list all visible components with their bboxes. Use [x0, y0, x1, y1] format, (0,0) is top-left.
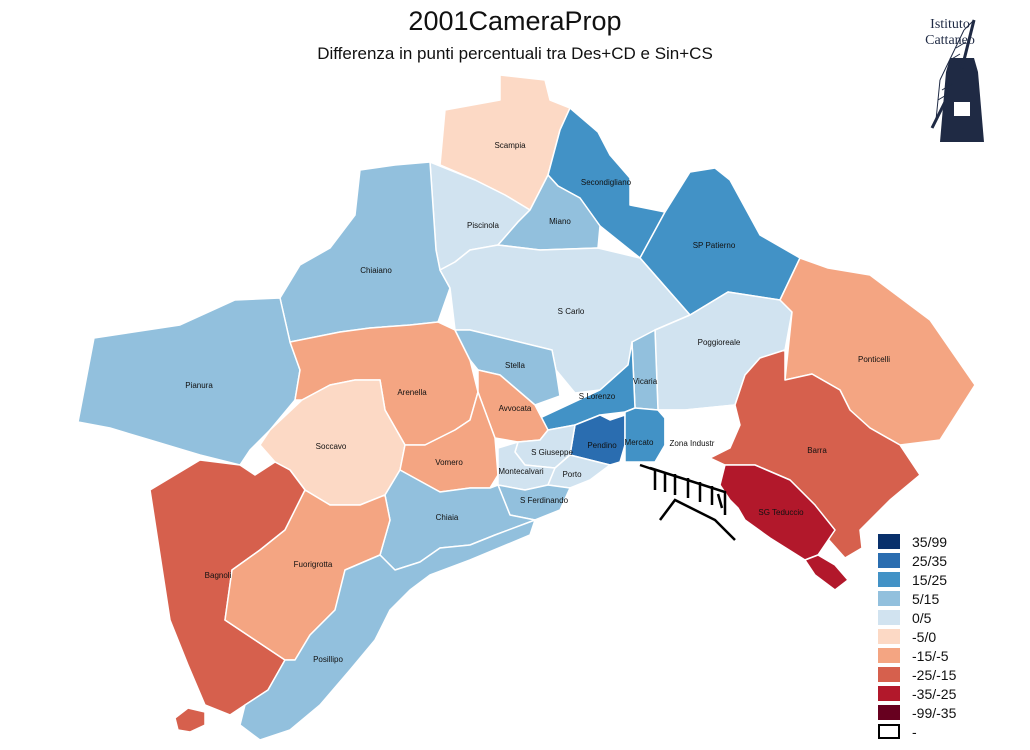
legend-label: -25/-15 — [912, 666, 957, 683]
harbor-piers — [639, 463, 736, 541]
district-label-scampia: Scampia — [494, 141, 526, 150]
district-label-bagnoli: Bagnoli — [205, 571, 232, 580]
district-bagnoli-islet — [174, 707, 206, 733]
legend-item: -35/-25 — [878, 684, 956, 703]
legend-item: -25/-15 — [878, 665, 956, 684]
district-label-montecalvari: Montecalvari — [498, 467, 544, 476]
legend-item: 5/15 — [878, 589, 956, 608]
legend-swatch — [878, 648, 900, 663]
district-label-pendino: Pendino — [587, 441, 617, 450]
district-miano — [497, 174, 601, 251]
district-label-s-carlo: S Carlo — [558, 307, 585, 316]
district-barra — [709, 349, 921, 559]
district-label-sp-patierno: SP Patierno — [693, 241, 736, 250]
district-label-barra: Barra — [807, 446, 827, 455]
legend-swatch — [878, 667, 900, 682]
map-subtitle: Differenza in punti percentuali tra Des+… — [317, 44, 713, 63]
legend-swatch — [878, 705, 900, 720]
legend-swatch — [878, 629, 900, 644]
district-label-miano: Miano — [549, 217, 571, 226]
district-label-mercato: Mercato — [625, 438, 654, 447]
district-label-soccavo: Soccavo — [316, 442, 347, 451]
legend-swatch — [878, 686, 900, 701]
legend-item: 15/25 — [878, 570, 956, 589]
district-label-ponticelli: Ponticelli — [858, 355, 890, 364]
legend-swatch — [878, 553, 900, 568]
windmill-icon — [930, 19, 984, 142]
map-title: 2001CameraProp — [408, 6, 622, 36]
district-label-fuorigrotta: Fuorigrotta — [294, 560, 333, 569]
district-label-avvocata: Avvocata — [499, 404, 532, 413]
legend-item: - — [878, 722, 956, 741]
legend-label: 15/25 — [912, 571, 948, 588]
legend-item: 25/35 — [878, 551, 956, 570]
district-chiaiano — [279, 161, 451, 343]
legend-label: 35/99 — [912, 533, 948, 550]
legend-item: -5/0 — [878, 627, 956, 646]
legend-swatch — [878, 572, 900, 587]
legend-swatch — [878, 591, 900, 606]
district-sg-teduccio-tail — [804, 554, 849, 591]
district-label-chiaia: Chiaia — [436, 513, 459, 522]
legend-label: - — [912, 723, 917, 740]
district-vicaria — [631, 329, 659, 411]
district-label-s-giuseppe: S Giuseppe — [531, 448, 573, 457]
legend-label: 25/35 — [912, 552, 948, 569]
district-label-sg-teduccio: SG Teduccio — [758, 508, 804, 517]
legend-label: 5/15 — [912, 590, 940, 607]
district-label-s-ferdinando: S Ferdinando — [520, 496, 569, 505]
district-label-posillipo: Posillipo — [313, 655, 343, 664]
district-label-porto: Porto — [562, 470, 582, 479]
district-label-chiaiano: Chiaiano — [360, 266, 392, 275]
legend-item: -99/-35 — [878, 703, 956, 722]
district-label-pianura: Pianura — [185, 381, 213, 390]
legend-label: -5/0 — [912, 628, 937, 645]
district-label-secondigliano: Secondigliano — [581, 178, 632, 187]
district-label-vicaria: Vicaria — [633, 377, 658, 386]
district-label-piscinola: Piscinola — [467, 221, 500, 230]
legend-swatch — [878, 610, 900, 625]
district-mercato — [624, 407, 666, 463]
district-label-poggioreale: Poggioreale — [698, 338, 741, 347]
legend-item: 0/5 — [878, 608, 956, 627]
legend-label: -99/-35 — [912, 704, 957, 721]
district-label-zona-industr: Zona Industr — [670, 439, 715, 448]
district-label-stella: Stella — [505, 361, 526, 370]
district-posillipo — [239, 519, 536, 741]
legend-label: 0/5 — [912, 609, 932, 626]
legend-item: -15/-5 — [878, 646, 956, 665]
legend-swatch — [878, 534, 900, 549]
legend-label: -35/-25 — [912, 685, 957, 702]
istituto-cattaneo-logo: Istituto Cattaneo — [925, 17, 984, 142]
district-label-s-lorenzo: S Lorenzo — [579, 392, 616, 401]
legend-label: -15/-5 — [912, 647, 949, 664]
legend-swatch — [878, 724, 900, 739]
logo-line1: Istituto — [930, 17, 970, 32]
district-label-vomero: Vomero — [435, 458, 463, 467]
map-legend: 35/99 25/35 15/25 5/15 0/5 -5/0 -15/-5 -25/-15 -… — [878, 532, 956, 741]
legend-item: 35/99 — [878, 532, 956, 551]
district-label-arenella: Arenella — [397, 388, 427, 397]
district-stella — [454, 329, 561, 406]
